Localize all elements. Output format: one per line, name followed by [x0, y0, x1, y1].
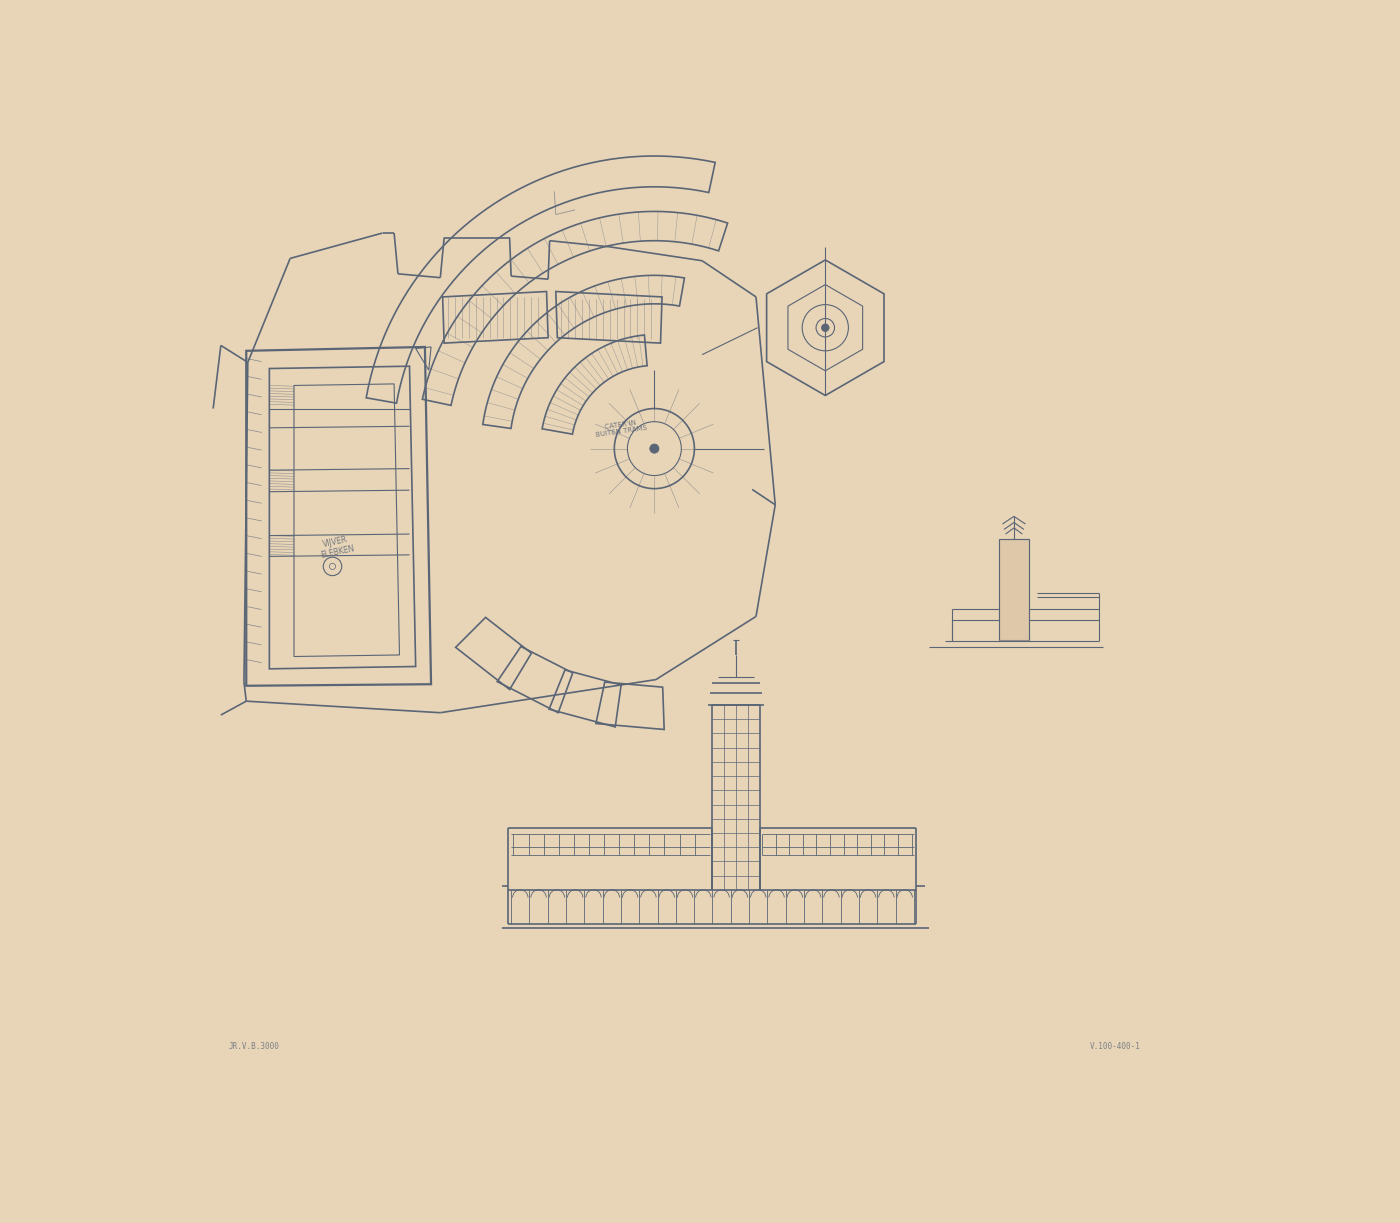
Circle shape: [822, 324, 829, 331]
Text: JR.V.B.3000: JR.V.B.3000: [228, 1042, 280, 1051]
Polygon shape: [998, 539, 1029, 640]
Text: VIJVER
ELEBKEN: VIJVER ELEBKEN: [318, 534, 356, 560]
Text: V.100-400-1: V.100-400-1: [1091, 1042, 1141, 1051]
Text: CATER IN
BUITEN TRAMS: CATER IN BUITEN TRAMS: [595, 418, 648, 438]
Circle shape: [650, 444, 659, 454]
